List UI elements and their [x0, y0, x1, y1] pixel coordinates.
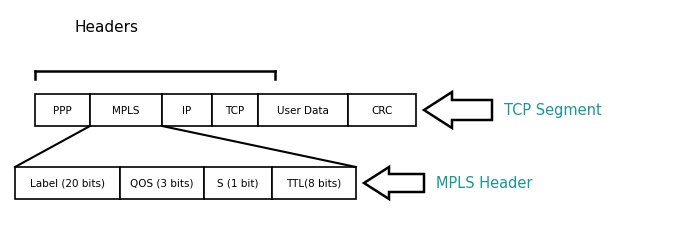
Bar: [162, 94, 212, 126]
Text: MPLS Header: MPLS Header: [436, 176, 532, 191]
Text: User Data: User Data: [277, 106, 329, 116]
Bar: [120, 167, 204, 199]
Text: QOS (3 bits): QOS (3 bits): [130, 178, 194, 188]
Text: MPLS: MPLS: [113, 106, 140, 116]
Bar: [90, 94, 162, 126]
Bar: [15, 167, 120, 199]
Polygon shape: [424, 93, 492, 128]
Polygon shape: [364, 167, 424, 199]
Text: TCP Segment: TCP Segment: [504, 103, 602, 118]
Text: Label (20 bits): Label (20 bits): [30, 178, 105, 188]
Bar: [204, 167, 272, 199]
Text: TTL(8 bits): TTL(8 bits): [286, 178, 342, 188]
Text: S (1 bit): S (1 bit): [218, 178, 259, 188]
Text: TCP: TCP: [225, 106, 245, 116]
Bar: [35, 94, 90, 126]
Bar: [212, 94, 258, 126]
Bar: [272, 167, 356, 199]
Text: CRC: CRC: [371, 106, 393, 116]
Bar: [258, 94, 348, 126]
Text: Headers: Headers: [75, 20, 139, 35]
Text: PPP: PPP: [53, 106, 72, 116]
Text: IP: IP: [182, 106, 192, 116]
Bar: [348, 94, 416, 126]
